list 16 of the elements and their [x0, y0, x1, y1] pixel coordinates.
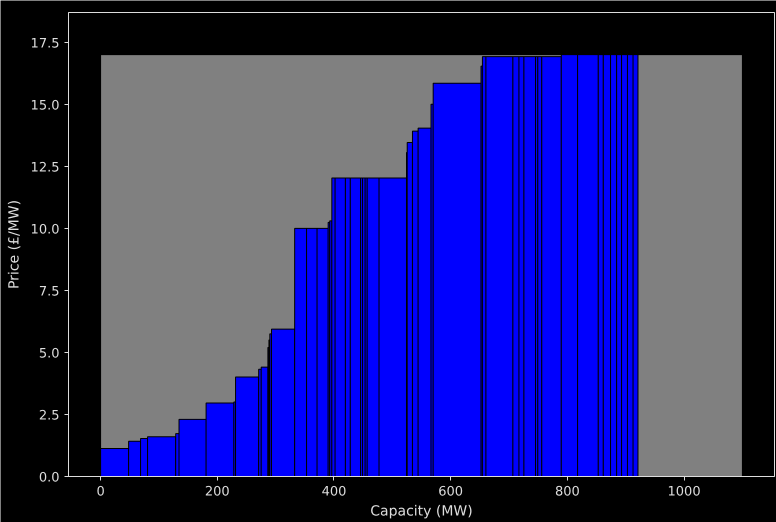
x-axis-title: Capacity (MW): [370, 504, 473, 520]
y-tick-label: 5.0: [38, 346, 60, 362]
x-tick-label: 1000: [668, 484, 701, 500]
x-tick-label: 200: [204, 484, 230, 500]
y-tick-label: 17.5: [30, 36, 60, 52]
y-axis-title: Price (£/MW): [6, 200, 23, 290]
x-tick-label: 0: [96, 484, 105, 500]
y-tick-label: 0.0: [38, 470, 60, 486]
x-tick-label: 600: [438, 484, 464, 500]
y-tick-label: 7.5: [38, 284, 60, 300]
y-tick-label: 12.5: [30, 160, 60, 176]
x-tick-label: 800: [554, 484, 580, 500]
y-tick-label: 2.5: [38, 408, 60, 424]
y-tick-label: 15.0: [30, 98, 60, 114]
y-tick-label: 10.0: [30, 222, 60, 238]
x-tick-label: 400: [322, 484, 346, 500]
